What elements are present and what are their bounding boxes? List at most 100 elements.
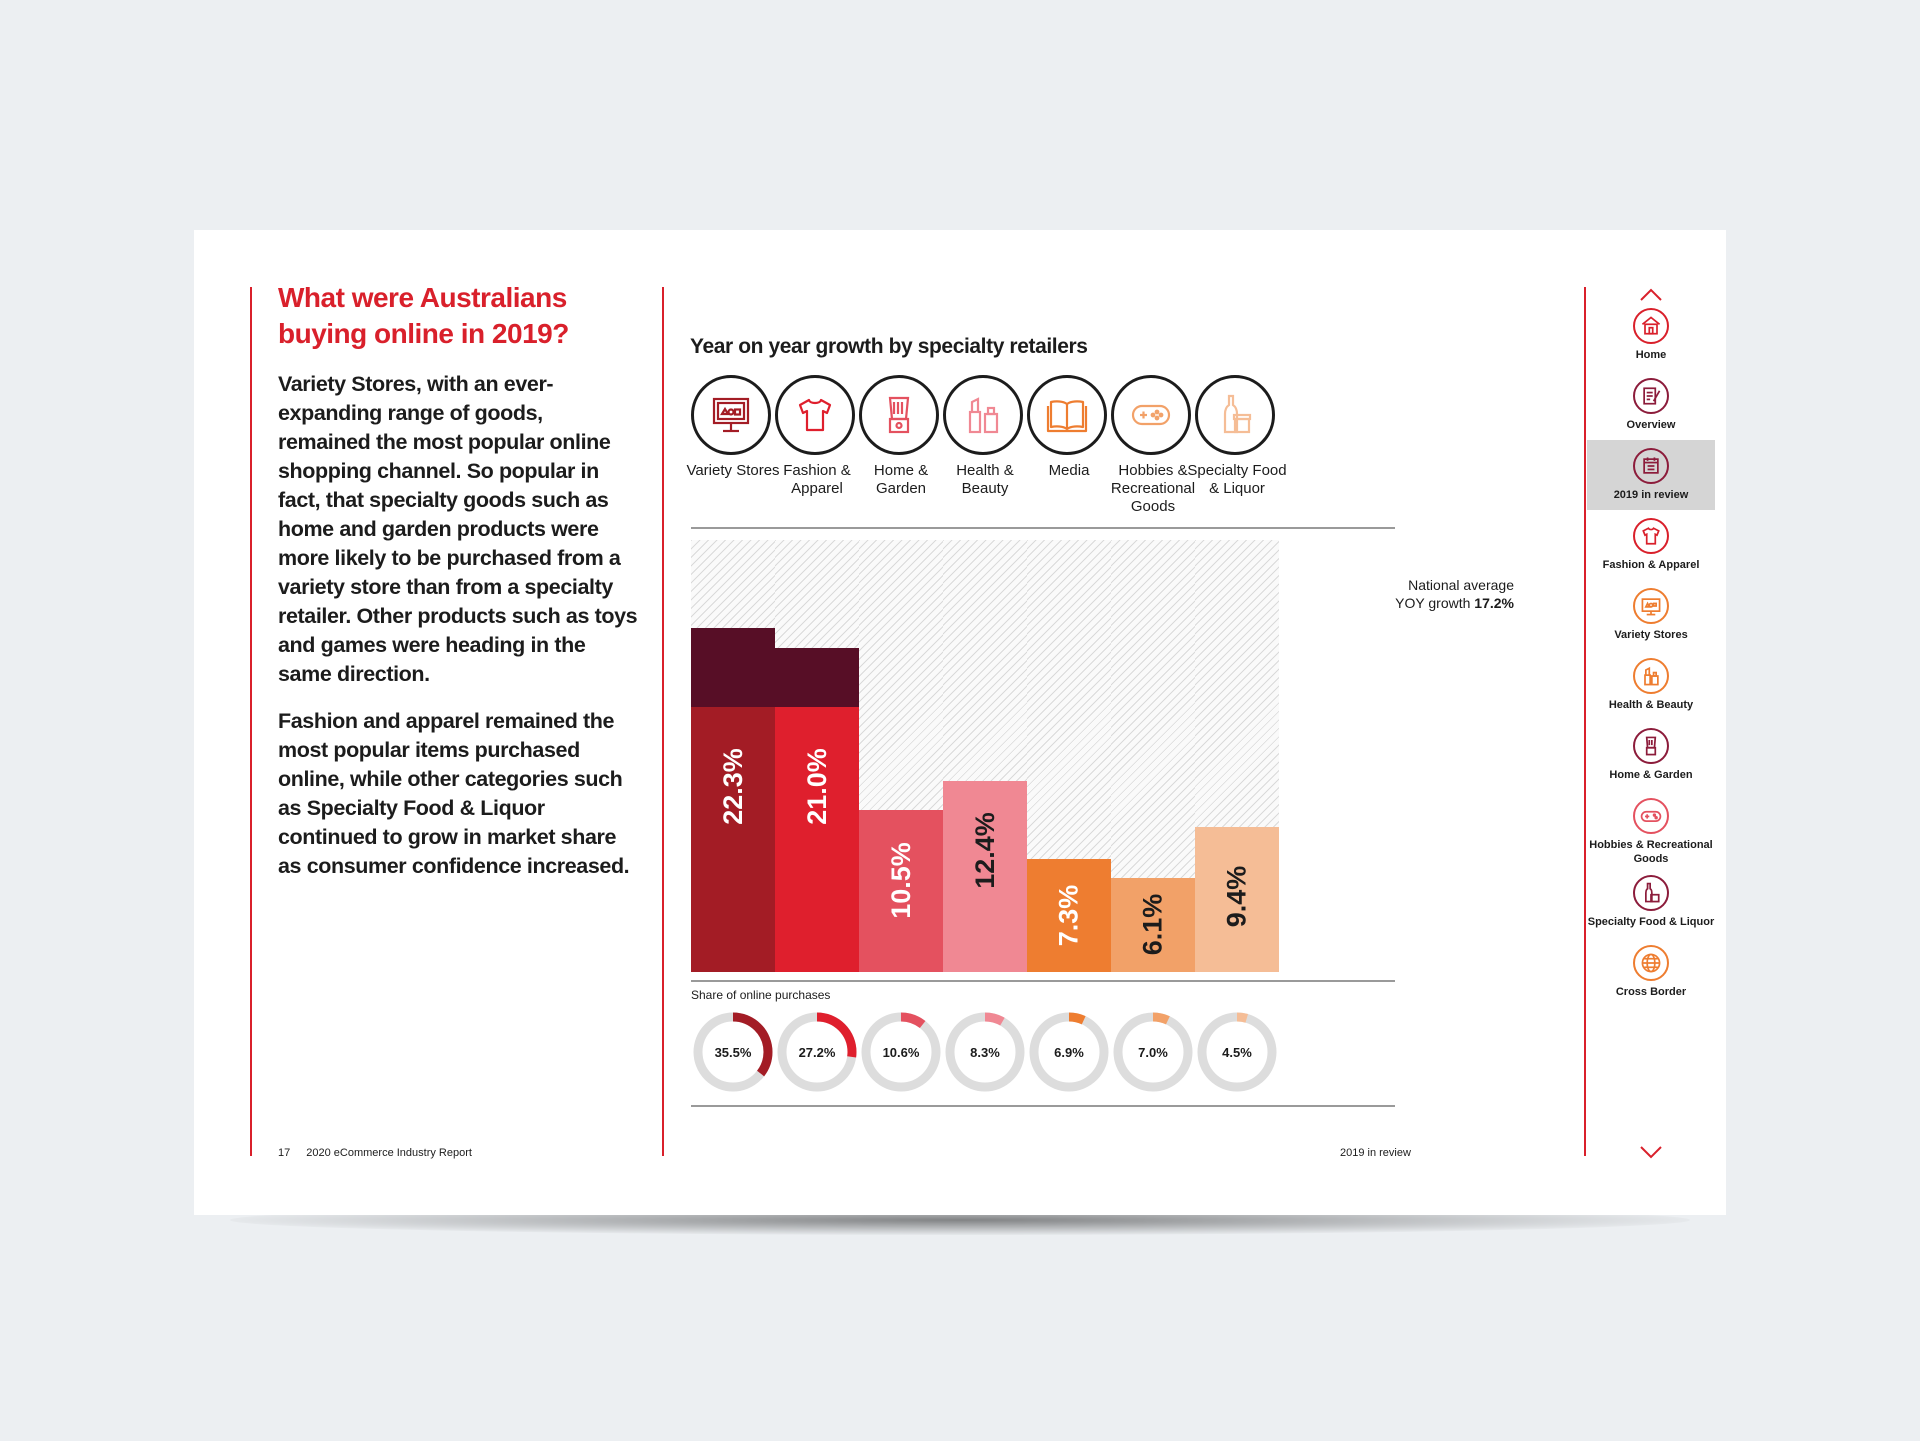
second-paragraph: Fashion and apparel remained the most po… <box>278 709 630 878</box>
left-divider <box>250 287 252 1156</box>
cosmetics-icon <box>1633 658 1669 694</box>
middle-divider <box>662 287 664 1156</box>
share-value-label: 10.6% <box>882 1044 920 1060</box>
nav-item[interactable]: Variety Stores <box>1587 580 1715 650</box>
donut-share-arc <box>1197 1012 1277 1092</box>
share-value-label: 4.5% <box>1222 1044 1252 1060</box>
bar-value-label: 12.4% <box>943 781 1027 921</box>
bar-value-text: 6.1% <box>1137 894 1168 956</box>
category-label-variety-stores: Variety Stores <box>686 462 780 479</box>
bar <box>1027 859 1111 972</box>
share-donut <box>693 1012 773 1092</box>
bar-value-label: 6.1% <box>1111 878 1195 972</box>
report-title: 2020 eCommerce Industry Report <box>306 1147 472 1159</box>
donut-share-arc <box>777 1012 857 1092</box>
bar <box>859 810 943 972</box>
share-donut <box>945 1012 1025 1092</box>
share-value-label: 7.0% <box>1138 1044 1168 1060</box>
chart-title: Year on year growth by specialty retaile… <box>690 335 1088 358</box>
globe-icon <box>1633 945 1669 981</box>
bar-value-label: 7.3% <box>1027 859 1111 972</box>
cosmetics-icon <box>943 375 1023 455</box>
donut-share-arc <box>945 1012 1025 1092</box>
category-label-fashion-apparel: Fashion & Apparel <box>783 462 851 497</box>
blender-icon <box>1633 728 1669 764</box>
footer-left: 17 2020 eCommerce Industry Report <box>278 1147 488 1159</box>
calendar-icon <box>1633 448 1669 484</box>
donut-share-arc <box>693 1012 773 1092</box>
nav-up-chevron-icon[interactable] <box>1639 288 1663 302</box>
category-label-specialty-food: Specialty Food & Liquor <box>1187 462 1287 497</box>
share-value-label: 35.5% <box>714 1044 752 1060</box>
monitor-shapes-icon <box>691 375 771 455</box>
nav-item[interactable]: 2019 in review <box>1587 440 1715 510</box>
tshirt-icon <box>1633 518 1669 554</box>
national-average-text: National average YOY growth <box>1395 577 1514 611</box>
bar-above-average <box>775 648 859 707</box>
footer-section-label: 2019 in review <box>1340 1147 1411 1159</box>
bar-value-text: 21.0% <box>801 748 832 825</box>
share-title: Share of online purchases <box>691 988 831 1002</box>
national-average-value: 17.2% <box>1474 595 1514 611</box>
nav-item-label: 2019 in review <box>1613 489 1689 501</box>
nav-item[interactable]: Specialty Food & Liquor <box>1587 867 1715 937</box>
share-donut <box>777 1012 857 1092</box>
nav-item[interactable]: Hobbies & Recreational Goods <box>1587 790 1715 865</box>
bar <box>1111 877 1195 972</box>
nav-item[interactable]: Fashion & Apparel <box>1587 510 1715 580</box>
share-donut <box>861 1012 941 1092</box>
category-label-media: Media <box>1048 462 1090 479</box>
donut-share-arc <box>861 1012 941 1092</box>
house-icon <box>1633 308 1669 344</box>
share-value-label: 27.2% <box>798 1044 836 1060</box>
bar-value-text: 12.4% <box>969 812 1000 889</box>
document-pen-icon <box>1633 378 1669 414</box>
nav-divider <box>1584 287 1586 1156</box>
bottle-jar-icon <box>1633 875 1669 911</box>
monitor-shapes-icon <box>1633 588 1669 624</box>
category-label-hobbies: Hobbies & Recreational Goods <box>1110 462 1196 515</box>
nav-item[interactable]: Home <box>1587 300 1715 370</box>
donut-share-arc <box>1113 1012 1193 1092</box>
bar <box>943 780 1027 972</box>
nav-item-label: Fashion & Apparel <box>1602 559 1700 571</box>
report-page: What were Australians buying online in 2… <box>194 230 1726 1215</box>
bar <box>1195 826 1279 972</box>
nav-down-chevron-icon[interactable] <box>1639 1145 1663 1159</box>
bar-value-text: 9.4% <box>1221 866 1252 928</box>
bottle-jar-icon <box>1195 375 1275 455</box>
nav-item-label: Cross Border <box>1615 986 1687 998</box>
bar-value-label: 10.5% <box>859 810 943 950</box>
bar-value-label: 21.0% <box>775 717 859 857</box>
bar-above-average <box>691 627 775 707</box>
nav-item-label: Home <box>1635 349 1667 361</box>
share-donut <box>1113 1012 1193 1092</box>
open-book-icon <box>1027 375 1107 455</box>
donut-share-arc <box>1029 1012 1109 1092</box>
nav-item-label: Health & Beauty <box>1608 699 1694 711</box>
gamepad-icon <box>1111 375 1191 455</box>
nav-item[interactable]: Cross Border <box>1587 937 1715 1007</box>
page-number: 17 <box>278 1147 291 1159</box>
bar-value-label: 22.3% <box>691 717 775 857</box>
share-donut <box>1197 1012 1277 1092</box>
page-heading: What were Australians buying online in 2… <box>278 282 569 349</box>
nav-item-label: Variety Stores <box>1614 629 1688 641</box>
gamepad-icon <box>1633 798 1669 834</box>
nav-item[interactable]: Overview <box>1587 370 1715 440</box>
share-bottom-rule <box>691 1105 1395 1107</box>
category-label-health-beauty: Health & Beauty <box>956 462 1014 497</box>
bar-value-label: 9.4% <box>1195 827 1279 967</box>
blender-icon <box>859 375 939 455</box>
nav-item-label: Home & Garden <box>1609 769 1693 781</box>
share-donut <box>1029 1012 1109 1092</box>
bar-value-text: 22.3% <box>717 748 748 825</box>
nav-item[interactable]: Home & Garden <box>1587 720 1715 790</box>
intro-paragraph: Variety Stores, with an ever-expanding r… <box>278 372 638 686</box>
national-average-label: National average YOY growth 17.2% <box>1394 576 1514 612</box>
chart-baseline <box>691 980 1395 982</box>
nav-item[interactable]: Health & Beauty <box>1587 650 1715 720</box>
bar-value-text: 10.5% <box>885 841 916 919</box>
share-value-label: 8.3% <box>970 1044 1000 1060</box>
chart-top-rule <box>691 527 1395 529</box>
